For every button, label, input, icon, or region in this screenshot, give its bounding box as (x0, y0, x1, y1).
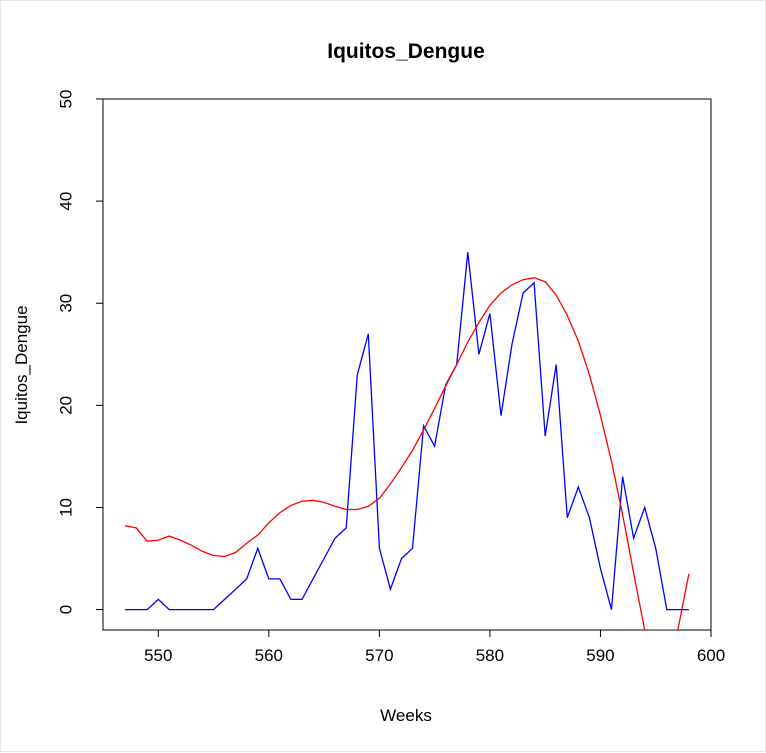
x-axis: 550 560 570 580 590 600 (144, 629, 725, 665)
y-tick-label: 0 (56, 605, 75, 614)
plot-lines (124, 252, 690, 630)
chart-title: Iquitos_Dengue (327, 40, 485, 63)
y-tick-label: 50 (56, 90, 75, 109)
y-axis: 0 10 20 30 40 50 (56, 90, 104, 614)
y-axis-label: Iquitos_Dengue (12, 305, 31, 424)
x-axis-label: Weeks (380, 706, 432, 725)
x-tick-label: 590 (586, 646, 614, 665)
x-tick-label: 550 (144, 646, 172, 665)
y-tick-label: 20 (56, 396, 75, 415)
y-tick-label: 10 (56, 498, 75, 517)
series-line-1 (125, 252, 689, 611)
y-tick-label: 30 (56, 294, 75, 313)
y-tick-label: 40 (56, 192, 75, 211)
x-tick-label: 570 (365, 646, 393, 665)
x-tick-label: 580 (476, 646, 504, 665)
x-tick-label: 560 (255, 646, 283, 665)
series-line-2 (124, 277, 690, 630)
plot-area-border (102, 98, 712, 631)
x-tick-label: 600 (697, 646, 725, 665)
